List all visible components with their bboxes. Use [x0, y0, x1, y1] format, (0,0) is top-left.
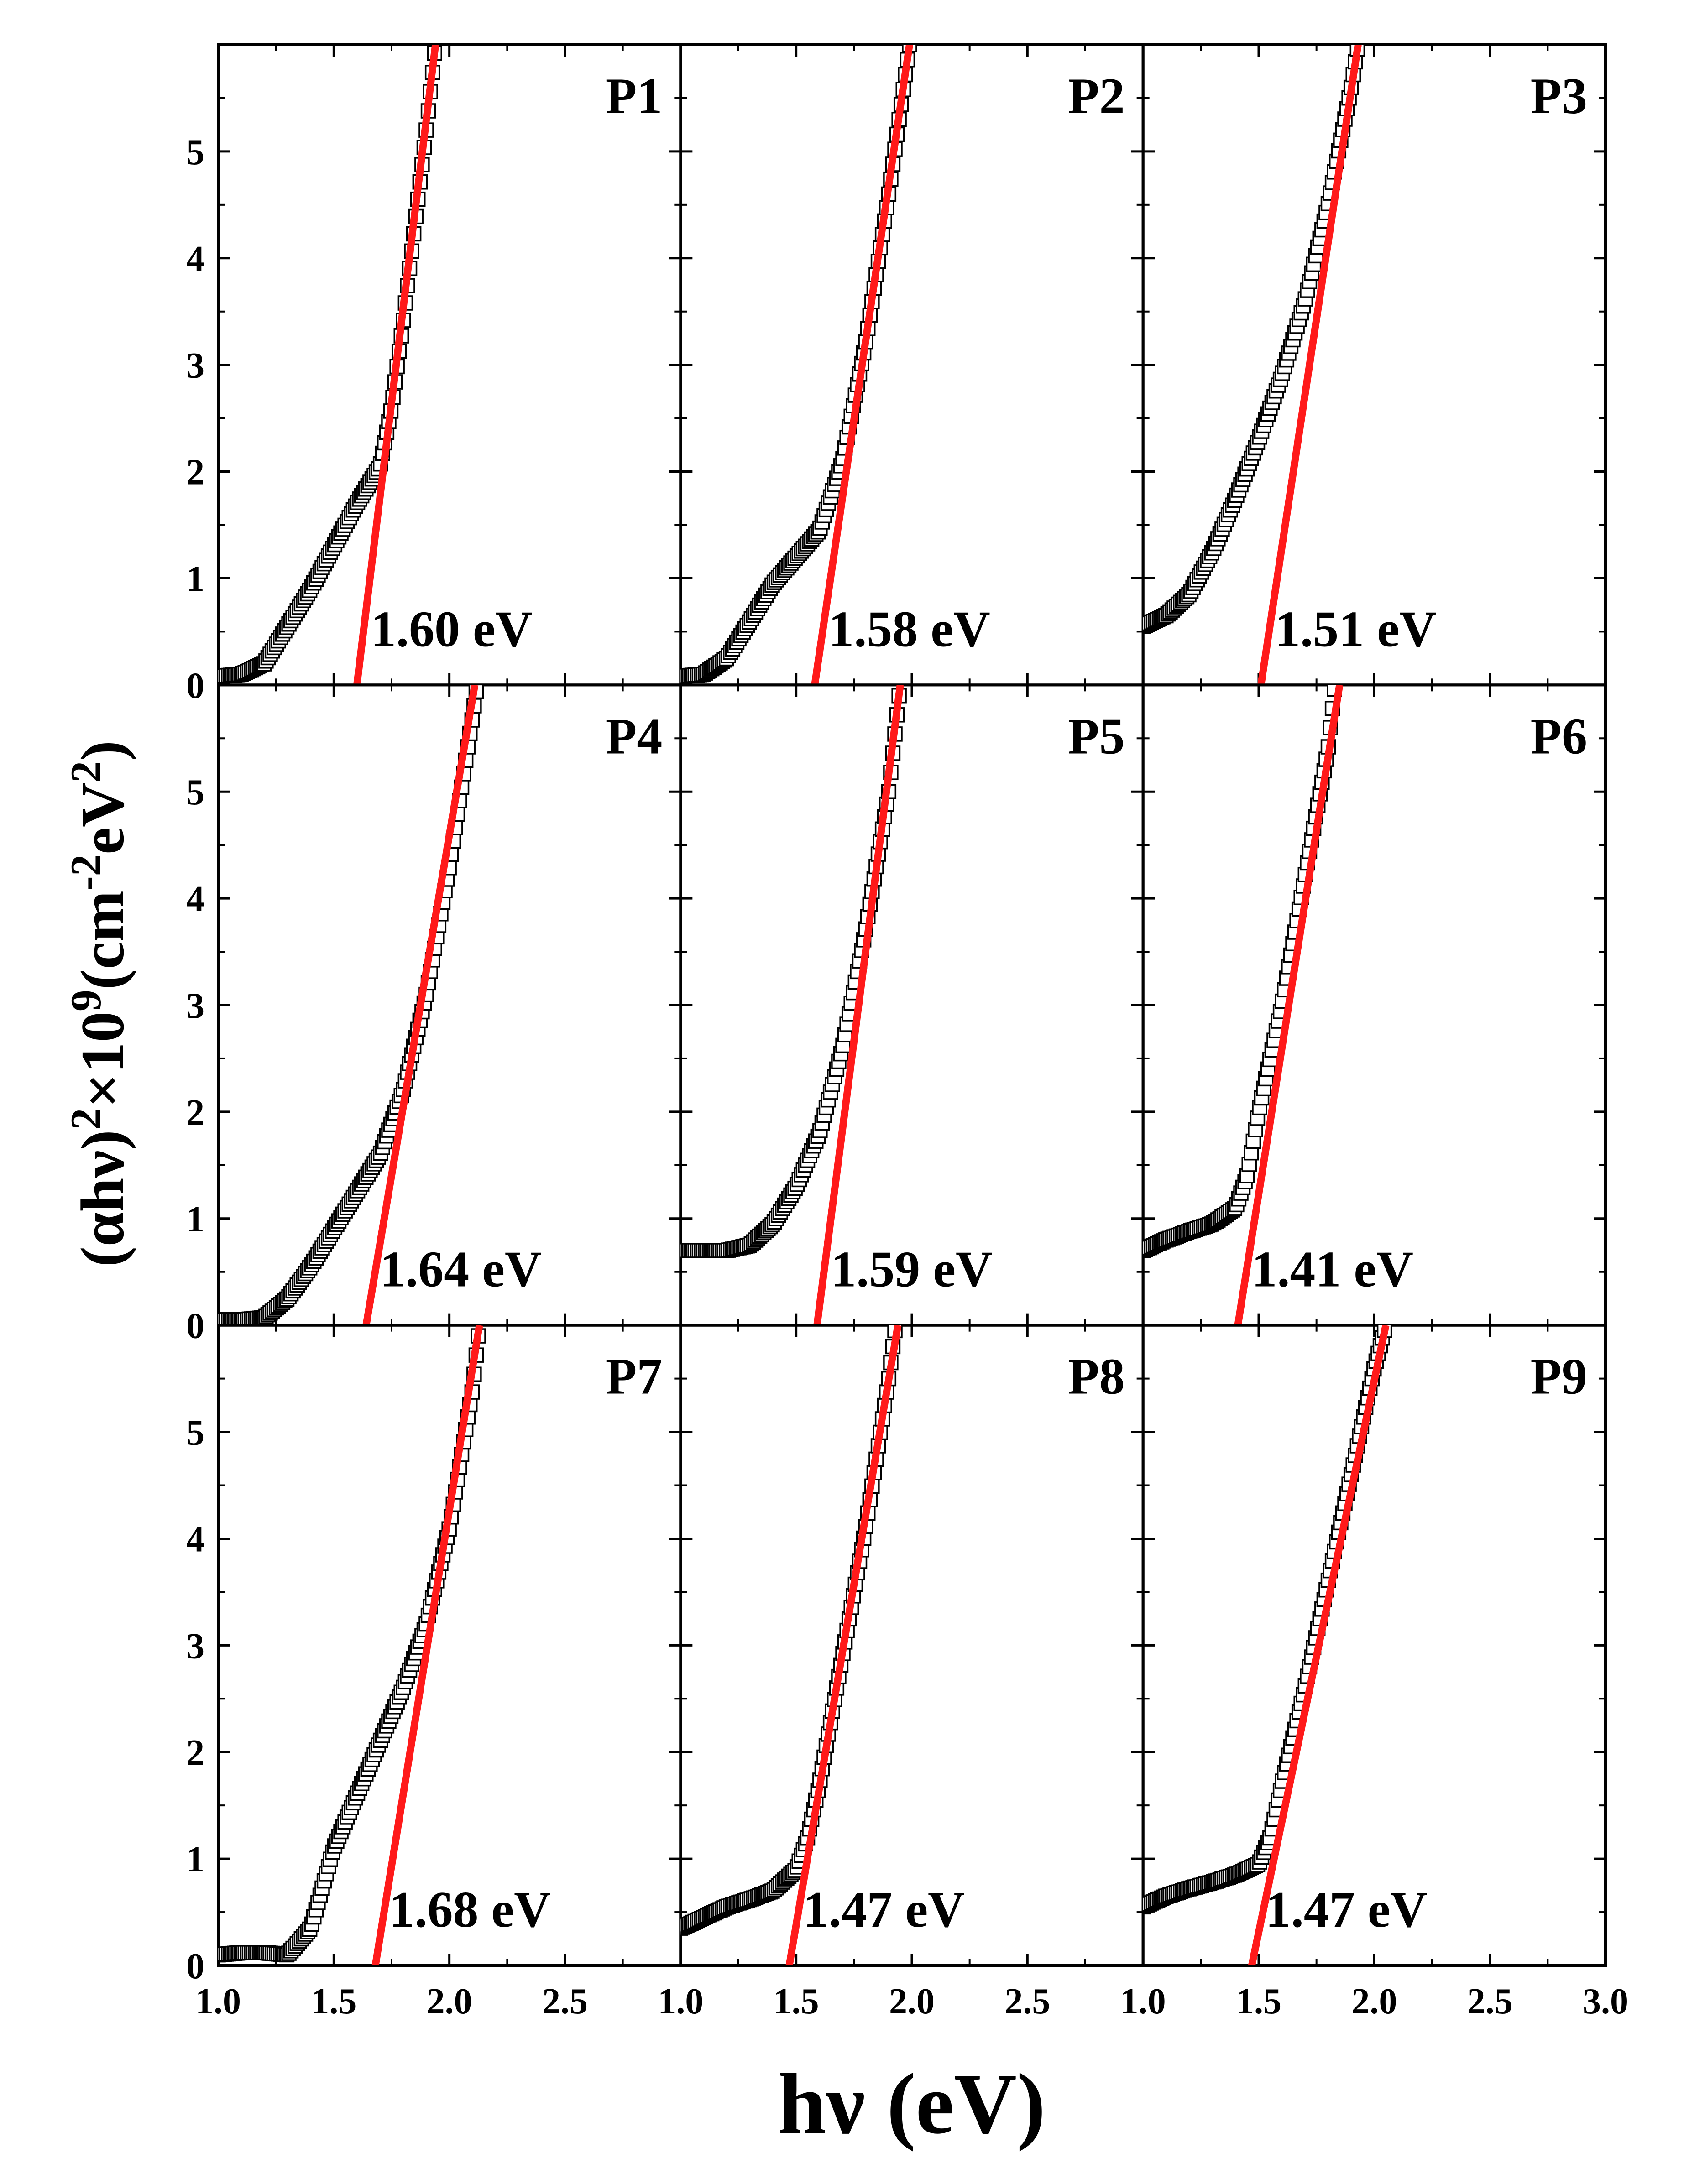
- y-tick-label: 4: [186, 1519, 204, 1559]
- panel-p6: P6 1.41 eV: [1141, 683, 1607, 1327]
- y-axis-title-sup4: 2: [62, 761, 110, 783]
- panel-p5: P5 1.59 eV: [679, 683, 1145, 1327]
- y-axis-title-open: (αhν): [69, 1130, 137, 1267]
- panel-data: [1143, 685, 1344, 1325]
- panel-data: [218, 1325, 486, 1966]
- y-axis-title-unit-open: (cm: [69, 891, 137, 990]
- band-gap-label: 1.51 eV: [1275, 601, 1437, 657]
- fit-line: [811, 45, 913, 685]
- panel-frame: [1141, 43, 1607, 687]
- y-axis-title-sup2: 9: [62, 990, 110, 1011]
- fit-line: [1234, 685, 1344, 1325]
- panel-data: [1143, 1325, 1392, 1966]
- y-tick-label: 3: [186, 346, 204, 386]
- panel-frame: [679, 1324, 1145, 1967]
- panel-label: P8: [1068, 1349, 1124, 1405]
- x-tick-label: 2.0: [889, 1981, 935, 2022]
- panel-frame: [679, 43, 1145, 687]
- panel-data: [1143, 45, 1365, 685]
- panel-label: P3: [1531, 68, 1587, 125]
- y-tick-label: 5: [186, 1413, 204, 1453]
- y-tick-label: 1: [186, 1199, 204, 1240]
- band-gap-label: 1.59 eV: [831, 1241, 993, 1298]
- band-gap-label: 1.64 eV: [380, 1241, 542, 1298]
- panel-p9: P9 1.47 eV: [1141, 1324, 1607, 1967]
- y-tick-label: 2: [186, 453, 204, 493]
- panel-p3: P3 1.51 eV: [1141, 43, 1607, 687]
- panel-data: [218, 685, 484, 1325]
- band-gap-label: 1.68 eV: [389, 1882, 551, 1938]
- fit-line: [353, 45, 439, 685]
- x-tick-label: 1.0: [195, 1981, 241, 2022]
- y-tick-label: 5: [186, 772, 204, 813]
- panel-label: P2: [1068, 68, 1124, 125]
- panel-frame: [1141, 1324, 1607, 1967]
- fit-line: [785, 1325, 902, 1966]
- x-tick-label: 2.5: [542, 1981, 588, 2022]
- y-tick-label: 0: [186, 1306, 204, 1346]
- y-tick-label: 4: [186, 879, 204, 919]
- panel-label: P5: [1068, 708, 1124, 765]
- panel-p1: P1 1.60 eV: [217, 43, 682, 687]
- panel-p8: P8 1.47 eV: [679, 1324, 1145, 1967]
- fit-line: [1257, 45, 1362, 685]
- fit-line: [1248, 1325, 1390, 1966]
- y-tick-label: 3: [186, 986, 204, 1026]
- x-tick-label: 1.5: [311, 1981, 356, 2022]
- y-tick-label: 5: [186, 132, 204, 172]
- panel-data: [680, 685, 907, 1325]
- fit-line: [362, 685, 479, 1325]
- x-tick-label: 1.5: [1236, 1981, 1281, 2022]
- y-axis-title-sup3: -2: [62, 855, 110, 891]
- band-gap-label: 1.60 eV: [371, 601, 533, 657]
- y-axis-title: (αhν)2×109(cm-2eV2): [62, 740, 137, 1267]
- x-tick-label: 2.5: [1004, 1981, 1050, 2022]
- panel-label: P7: [606, 1349, 662, 1405]
- panel-data: [218, 45, 442, 685]
- band-gap-label: 1.41 eV: [1251, 1241, 1413, 1298]
- band-gap-label: 1.47 eV: [803, 1882, 965, 1938]
- panel-label: P4: [606, 708, 662, 765]
- x-tick-label: 1.0: [1120, 1981, 1166, 2022]
- panels-layer: P1 1.60 eV P2 1.58 eV P3 1.51 eV P4 1.64 eV P5 1.…: [217, 43, 1607, 1967]
- panel-data: [680, 45, 917, 685]
- panel-p7: P7 1.68 eV: [217, 1324, 682, 1967]
- panel-label: P9: [1531, 1349, 1587, 1405]
- panel-label: P1: [606, 68, 662, 125]
- x-tick-label: 1.0: [658, 1981, 703, 2022]
- x-tick-label: 2.5: [1467, 1981, 1513, 2022]
- band-gap-label: 1.47 eV: [1266, 1882, 1428, 1938]
- panel-p4: P4 1.64 eV: [217, 683, 682, 1327]
- fit-line: [813, 685, 904, 1325]
- axis-layer: 0 1 2 3 4 5 0 1 2 3 4 5 0 1 2 3 4 5 1.0 1.5 2.0 2.5 1.0 1.5 2.0 2…: [186, 132, 1628, 2022]
- y-tick-label: 0: [186, 666, 204, 706]
- panel-frame: [217, 1324, 682, 1967]
- y-tick-label: 0: [186, 1946, 204, 1986]
- x-tick-label: 2.0: [427, 1981, 472, 2022]
- x-tick-label: 3.0: [1583, 1981, 1628, 2022]
- y-tick-label: 4: [186, 239, 204, 279]
- panel-frame: [679, 683, 1145, 1327]
- y-axis-title-close: ): [69, 740, 137, 761]
- y-tick-label: 3: [186, 1626, 204, 1666]
- y-tick-label: 2: [186, 1093, 204, 1133]
- panel-p2: P2 1.58 eV: [679, 43, 1145, 687]
- y-tick-label: 1: [186, 559, 204, 599]
- panel-data: [680, 1325, 903, 1966]
- y-tick-label: 1: [186, 1840, 204, 1880]
- x-axis-title: hν (eV): [778, 2056, 1046, 2152]
- fit-line: [371, 1325, 483, 1966]
- band-gap-label: 1.58 eV: [828, 601, 990, 657]
- y-axis-title-unit-mid: eV: [69, 782, 137, 854]
- y-axis-title-mid: ×10: [69, 1011, 137, 1108]
- panel-label: P6: [1531, 708, 1587, 765]
- y-tick-label: 2: [186, 1733, 204, 1773]
- panel-frame: [217, 43, 682, 687]
- y-axis-title-sup1: 2: [62, 1108, 110, 1130]
- x-tick-label: 2.0: [1351, 1981, 1397, 2022]
- panel-frame: [217, 683, 682, 1327]
- x-tick-label: 1.5: [774, 1981, 819, 2022]
